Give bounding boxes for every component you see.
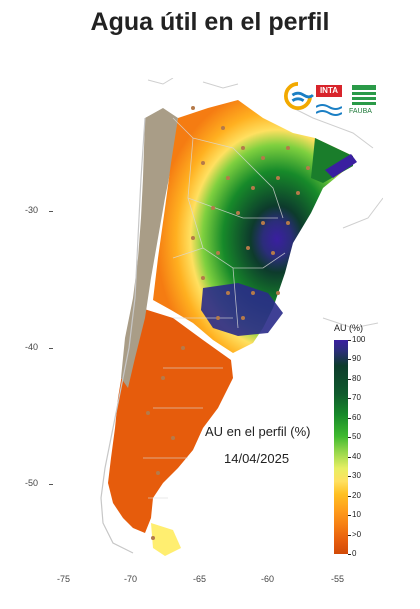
province-borders xyxy=(143,117,286,499)
legend-label: 50 xyxy=(352,432,361,442)
lat-label-40: -40 xyxy=(25,342,39,352)
lon-label-65: -65 xyxy=(193,574,207,584)
mesopotamia-region xyxy=(311,138,353,183)
legend-tick xyxy=(348,378,351,380)
institution-logos: INTA FAUBA xyxy=(280,82,380,118)
lat-label-30: -30 xyxy=(25,205,39,215)
legend-tick xyxy=(348,534,351,536)
legend-label: 70 xyxy=(352,393,361,403)
lon-label-75: -75 xyxy=(57,574,71,584)
soil-water-map xyxy=(100,78,383,556)
color-legend: AU (%) 100 90 80 70 60 50 40 30 20 10 >0 0 xyxy=(330,323,380,563)
lat-tick xyxy=(49,348,53,349)
legend-tick xyxy=(348,340,351,341)
andes-region xyxy=(121,108,178,388)
legend-label: 10 xyxy=(352,510,361,520)
legend-label: 60 xyxy=(352,412,361,422)
inta-waves-icon xyxy=(316,104,342,116)
legend-tick xyxy=(348,515,351,517)
lon-label-70: -70 xyxy=(124,574,138,584)
legend-label: 0 xyxy=(352,549,357,558)
legend-label: >0 xyxy=(352,529,362,539)
neighbour-outline xyxy=(147,78,383,329)
legend-label: 20 xyxy=(352,490,361,500)
legend-tick xyxy=(348,437,351,439)
lat-tick xyxy=(49,484,53,485)
legend-label: 80 xyxy=(352,373,361,383)
chile-outline xyxy=(100,117,146,554)
legend-label: 90 xyxy=(352,354,361,364)
legend-tick xyxy=(348,359,351,361)
lon-label-60: -60 xyxy=(261,574,275,584)
fauba-logo-icon xyxy=(352,85,376,105)
legend-label: 40 xyxy=(352,451,361,461)
legend-tick xyxy=(348,495,351,497)
legend-label: 30 xyxy=(352,471,361,481)
map-panel: -30 -40 -50 -75 -70 -65 -60 -55 xyxy=(25,78,383,584)
map-annotation-variable: AU en el perfil (%) xyxy=(205,424,311,439)
lon-label-55: -55 xyxy=(331,574,345,584)
weather-stations xyxy=(146,106,310,540)
legend-tick xyxy=(348,456,351,458)
patagonia-region xyxy=(108,308,233,533)
tierra-del-fuego xyxy=(151,523,181,556)
inta-logo-text: INTA xyxy=(316,85,342,97)
buenos-aires-wet-core xyxy=(201,283,283,336)
weather-service-logo-icon xyxy=(284,82,314,110)
legend-tick xyxy=(348,554,351,555)
legend-tick xyxy=(348,417,351,419)
map-title: Agua útil en el perfil xyxy=(90,8,330,36)
fauba-logo-text: FAUBA xyxy=(349,108,372,115)
wet-corner xyxy=(325,154,357,178)
legend-tick xyxy=(348,476,351,478)
legend-color-bar xyxy=(334,340,348,554)
lat-tick xyxy=(49,211,53,212)
map-annotation-date: 14/04/2025 xyxy=(224,451,290,466)
legend-title: AU (%) xyxy=(334,323,363,333)
legend-tick xyxy=(348,398,351,400)
lat-label-50: -50 xyxy=(25,478,39,488)
legend-label: 100 xyxy=(352,335,366,344)
